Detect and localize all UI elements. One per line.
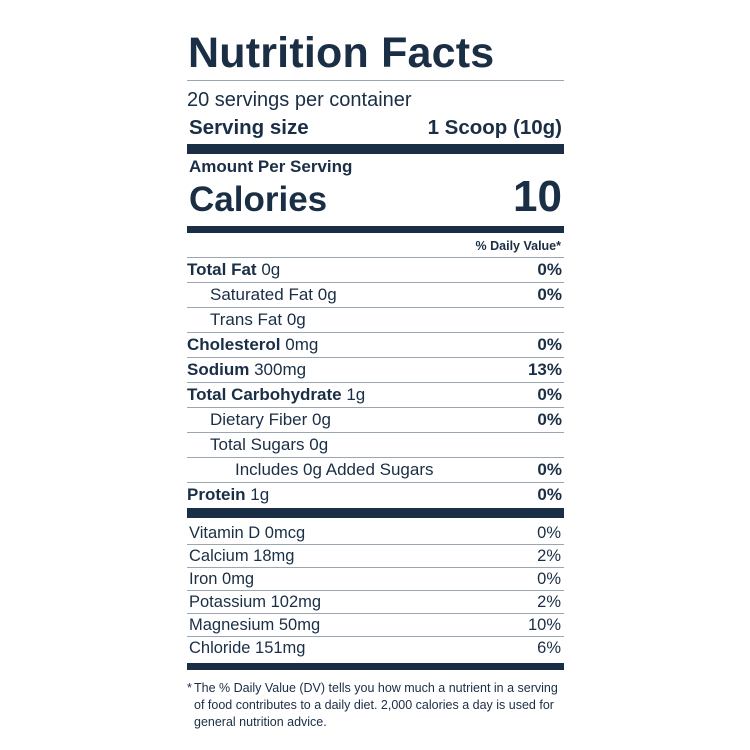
vitamin-text: Calcium 18mg bbox=[189, 546, 295, 565]
vitamin-row: Magnesium 50mg 10% bbox=[187, 613, 564, 636]
nutrient-amount: 0g bbox=[286, 310, 306, 329]
nutrient-row-cholesterol: Cholesterol 0mg 0% bbox=[187, 332, 564, 357]
nutrient-name: Total Carbohydrate bbox=[187, 385, 342, 404]
vitamin-row: Calcium 18mg 2% bbox=[187, 544, 564, 567]
nutrient-amount: 0g bbox=[317, 285, 337, 304]
nutrient-name: Trans Fat bbox=[210, 310, 283, 329]
vitamin-row: Vitamin D 0mcg 0% bbox=[187, 522, 564, 544]
serving-size-value: 1 Scoop (10g) bbox=[427, 116, 562, 139]
vitamin-dv: 2% bbox=[537, 546, 561, 565]
nutrient-dv: 0% bbox=[537, 485, 562, 504]
nutrient-amount: 1g bbox=[250, 485, 270, 504]
thick-divider-vitamins bbox=[187, 508, 564, 518]
title-divider bbox=[187, 80, 564, 81]
vitamin-text: Chloride 151mg bbox=[189, 638, 306, 657]
vitamin-row: Chloride 151mg 6% bbox=[187, 636, 564, 659]
nutrient-row-sodium: Sodium 300mg 13% bbox=[187, 357, 564, 382]
calories-label: Calories bbox=[189, 180, 328, 219]
nutrient-amount: 0mg bbox=[285, 335, 319, 354]
nutrient-name: Saturated Fat bbox=[210, 285, 314, 304]
nutrient-row-total-fat: Total Fat 0g 0% bbox=[187, 257, 564, 282]
vitamin-text: Iron 0mg bbox=[189, 569, 255, 588]
vitamin-dv: 0% bbox=[537, 523, 561, 542]
nutrient-dv: 0% bbox=[537, 285, 562, 304]
nutrient-dv: 0% bbox=[537, 410, 562, 429]
nutrient-amount: 1g bbox=[346, 385, 366, 404]
footnote-text: The % Daily Value (DV) tells you how muc… bbox=[194, 681, 558, 729]
nutrition-facts-label: Nutrition Facts 20 servings per containe… bbox=[187, 28, 564, 731]
calories-row: Calories 10 bbox=[187, 172, 564, 221]
medium-divider bbox=[187, 226, 564, 233]
vitamin-text: Potassium 102mg bbox=[189, 592, 322, 611]
vitamin-dv: 10% bbox=[527, 615, 561, 634]
vitamin-dv: 2% bbox=[537, 592, 561, 611]
nutrient-name: Includes 0g Added Sugars bbox=[235, 460, 434, 479]
thick-divider bbox=[187, 144, 564, 154]
nutrient-dv: 13% bbox=[527, 360, 562, 379]
nutrient-row-dietary-fiber: Dietary Fiber 0g 0% bbox=[187, 407, 564, 432]
label-title: Nutrition Facts bbox=[188, 29, 495, 77]
vitamin-text: Vitamin D 0mcg bbox=[189, 523, 306, 542]
calories-value: 10 bbox=[513, 172, 562, 221]
nutrient-row-saturated-fat: Saturated Fat 0g 0% bbox=[187, 282, 564, 307]
nutrient-amount: 0g bbox=[309, 435, 329, 454]
vitamins-section: Vitamin D 0mcg 0% Calcium 18mg 2% Iron 0… bbox=[187, 522, 564, 659]
nutrient-row-trans-fat: Trans Fat 0g bbox=[187, 307, 564, 332]
nutrient-name: Dietary Fiber bbox=[210, 410, 308, 429]
nutrient-name: Sodium bbox=[187, 360, 250, 379]
nutrient-amount: 0g bbox=[261, 260, 281, 279]
vitamin-row: Iron 0mg 0% bbox=[187, 567, 564, 590]
nutrient-name: Total Fat bbox=[187, 260, 257, 279]
footnote-divider bbox=[187, 663, 564, 670]
nutrient-amount: 300mg bbox=[254, 360, 307, 379]
amount-per-serving: Amount Per Serving bbox=[189, 157, 353, 176]
nutrient-dv: 0% bbox=[537, 335, 562, 354]
footnote: * The % Daily Value (DV) tells you how m… bbox=[187, 680, 564, 731]
nutrient-row-total-sugars: Total Sugars 0g bbox=[187, 432, 564, 457]
nutrient-dv: 0% bbox=[537, 460, 562, 479]
nutrient-amount: 0g bbox=[312, 410, 331, 429]
nutrient-dv: 0% bbox=[537, 260, 562, 279]
nutrient-name: Protein bbox=[187, 485, 246, 504]
daily-value-header: % Daily Value* bbox=[475, 239, 561, 253]
nutrient-name: Total Sugars bbox=[210, 435, 305, 454]
nutrient-name: Cholesterol bbox=[187, 335, 281, 354]
vitamin-text: Magnesium 50mg bbox=[189, 615, 321, 634]
serving-size-label: Serving size bbox=[189, 116, 309, 139]
servings-per-container: 20 servings per container bbox=[187, 89, 412, 111]
vitamin-dv: 0% bbox=[537, 569, 561, 588]
serving-size-row: Serving size 1 Scoop (10g) bbox=[187, 116, 564, 140]
vitamin-row: Potassium 102mg 2% bbox=[187, 590, 564, 613]
vitamin-dv: 6% bbox=[537, 638, 561, 657]
footnote-marker: * bbox=[187, 681, 192, 695]
nutrient-row-total-carbohydrate: Total Carbohydrate 1g 0% bbox=[187, 382, 564, 407]
nutrient-row-added-sugars: Includes 0g Added Sugars 0% bbox=[187, 457, 564, 482]
nutrient-dv: 0% bbox=[537, 385, 562, 404]
nutrient-row-protein: Protein 1g 0% bbox=[187, 482, 564, 507]
